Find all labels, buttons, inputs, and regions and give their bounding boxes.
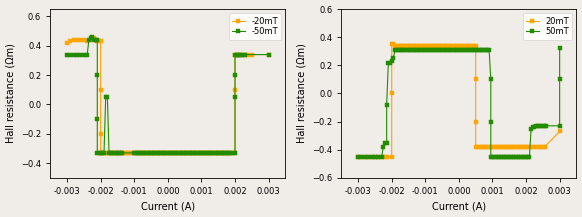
Y-axis label: Hall resistance (Ωm): Hall resistance (Ωm): [296, 44, 307, 143]
X-axis label: Current (A): Current (A): [141, 201, 195, 211]
50mT: [556, 47, 563, 50]
20mT: [479, 146, 486, 148]
-50mT: [63, 53, 70, 56]
-20mT: [201, 152, 208, 154]
-20mT: [151, 152, 158, 154]
20mT: [485, 146, 492, 148]
-50mT: [236, 53, 243, 56]
-50mT: [89, 36, 96, 38]
50mT: [496, 155, 503, 158]
-20mT: [143, 152, 150, 154]
-20mT: [99, 152, 106, 154]
X-axis label: Current (A): Current (A): [432, 201, 486, 211]
-50mT: [168, 152, 175, 154]
Legend: -20mT, -50mT: -20mT, -50mT: [229, 13, 281, 39]
50mT: [469, 49, 476, 51]
-50mT: [104, 96, 111, 99]
50mT: [354, 155, 361, 158]
20mT: [556, 130, 563, 133]
-50mT: [232, 53, 239, 56]
20mT: [517, 146, 524, 148]
50mT: [506, 155, 513, 158]
-20mT: [265, 53, 272, 56]
20mT: [472, 78, 479, 81]
-20mT: [203, 152, 210, 154]
50mT: [487, 155, 494, 158]
-20mT: [97, 152, 104, 154]
-50mT: [181, 152, 188, 154]
20mT: [354, 155, 361, 158]
-20mT: [63, 41, 70, 44]
20mT: [365, 155, 372, 158]
-20mT: [90, 37, 97, 40]
-50mT: [111, 152, 118, 154]
Line: 20mT: 20mT: [356, 43, 562, 158]
50mT: [541, 125, 548, 127]
-50mT: [265, 53, 272, 56]
-50mT: [94, 152, 101, 154]
Legend: 20mT, 50mT: 20mT, 50mT: [523, 13, 572, 39]
50mT: [430, 49, 437, 51]
-20mT: [67, 40, 74, 43]
20mT: [388, 43, 395, 46]
Y-axis label: Hall resistance (Ωm): Hall resistance (Ωm): [6, 44, 16, 143]
20mT: [472, 44, 479, 47]
Line: -20mT: -20mT: [65, 37, 270, 155]
Line: 50mT: 50mT: [356, 47, 562, 158]
Line: -50mT: -50mT: [65, 35, 270, 155]
